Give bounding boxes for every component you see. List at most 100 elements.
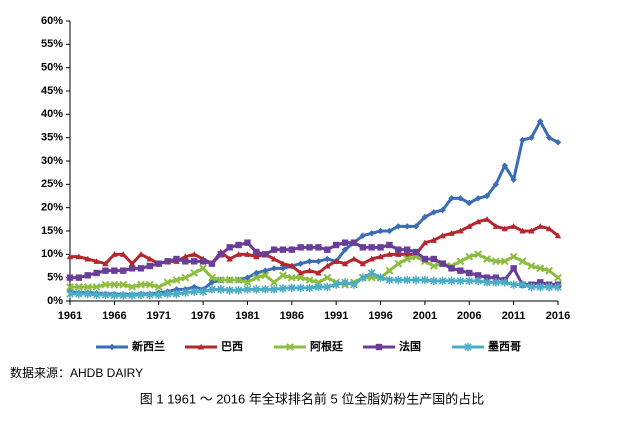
marker <box>181 273 190 282</box>
marker <box>155 260 162 267</box>
marker <box>421 255 429 263</box>
marker <box>315 244 322 251</box>
marker <box>359 244 366 251</box>
marker <box>279 260 287 267</box>
marker <box>120 267 127 274</box>
marker <box>501 162 508 169</box>
y-tick-label: 25% <box>41 178 63 190</box>
marker <box>386 251 393 257</box>
marker <box>66 283 74 291</box>
y-tick-label: 10% <box>41 248 63 260</box>
marker <box>306 244 313 251</box>
marker <box>244 251 251 257</box>
marker <box>554 232 562 239</box>
marker <box>191 283 198 291</box>
marker <box>439 260 446 267</box>
marker <box>554 273 562 282</box>
marker <box>296 283 305 293</box>
x-tick-label: 1971 <box>146 310 170 322</box>
marker <box>324 246 331 253</box>
marker <box>385 275 394 285</box>
marker <box>199 264 207 273</box>
marker <box>279 284 287 293</box>
marker <box>261 271 270 280</box>
marker <box>270 255 278 262</box>
legend-label: 法国 <box>399 339 421 353</box>
marker <box>474 272 482 279</box>
marker <box>385 266 394 275</box>
marker <box>110 291 119 300</box>
marker <box>154 283 163 291</box>
marker <box>234 276 243 284</box>
marker <box>262 251 269 258</box>
marker <box>297 260 304 267</box>
marker <box>403 251 411 257</box>
marker <box>395 246 402 253</box>
marker <box>226 244 233 251</box>
marker <box>163 278 172 287</box>
marker <box>190 269 199 277</box>
marker <box>101 280 110 289</box>
marker <box>394 275 403 285</box>
marker <box>448 230 455 236</box>
marker <box>466 269 473 277</box>
marker <box>279 265 287 272</box>
marker <box>466 223 473 229</box>
marker <box>101 290 110 300</box>
marker <box>128 291 136 300</box>
y-tick-label: 50% <box>41 62 63 74</box>
marker <box>93 269 100 277</box>
marker <box>84 255 91 262</box>
marker <box>120 251 127 257</box>
marker <box>217 285 225 294</box>
marker <box>270 278 278 287</box>
marker <box>439 206 446 214</box>
marker <box>253 248 260 256</box>
marker <box>323 273 332 282</box>
marker <box>172 276 181 284</box>
marker <box>412 248 420 256</box>
marker <box>137 251 145 257</box>
marker <box>297 244 304 251</box>
marker <box>324 255 331 263</box>
legend-marker <box>197 343 205 350</box>
marker <box>270 246 278 253</box>
marker <box>146 262 154 270</box>
marker <box>341 239 349 246</box>
marker <box>216 276 225 284</box>
marker <box>395 251 402 257</box>
marker <box>491 257 500 266</box>
marker <box>537 118 544 125</box>
marker <box>146 290 154 300</box>
marker <box>128 260 136 267</box>
marker <box>173 286 180 293</box>
marker <box>66 274 74 281</box>
marker <box>483 255 491 263</box>
marker <box>253 269 260 277</box>
marker <box>509 252 518 261</box>
marker <box>261 285 269 294</box>
marker <box>270 285 278 294</box>
marker <box>235 241 242 249</box>
marker <box>483 192 491 200</box>
marker <box>92 283 101 291</box>
marker <box>244 239 251 246</box>
marker <box>465 252 474 261</box>
marker <box>527 282 536 292</box>
marker <box>252 285 261 294</box>
marker <box>350 255 358 262</box>
marker <box>519 136 526 144</box>
marker <box>457 227 464 234</box>
marker <box>510 223 517 229</box>
marker <box>66 289 74 299</box>
legend-label: 阿根廷 <box>310 339 344 353</box>
marker <box>128 283 137 291</box>
marker <box>403 255 412 263</box>
marker <box>545 266 554 275</box>
x-tick-label: 1966 <box>102 310 126 322</box>
marker <box>527 262 536 270</box>
marker <box>287 273 296 282</box>
x-tick-label: 2001 <box>413 310 437 322</box>
marker <box>75 289 83 299</box>
marker <box>208 285 216 294</box>
